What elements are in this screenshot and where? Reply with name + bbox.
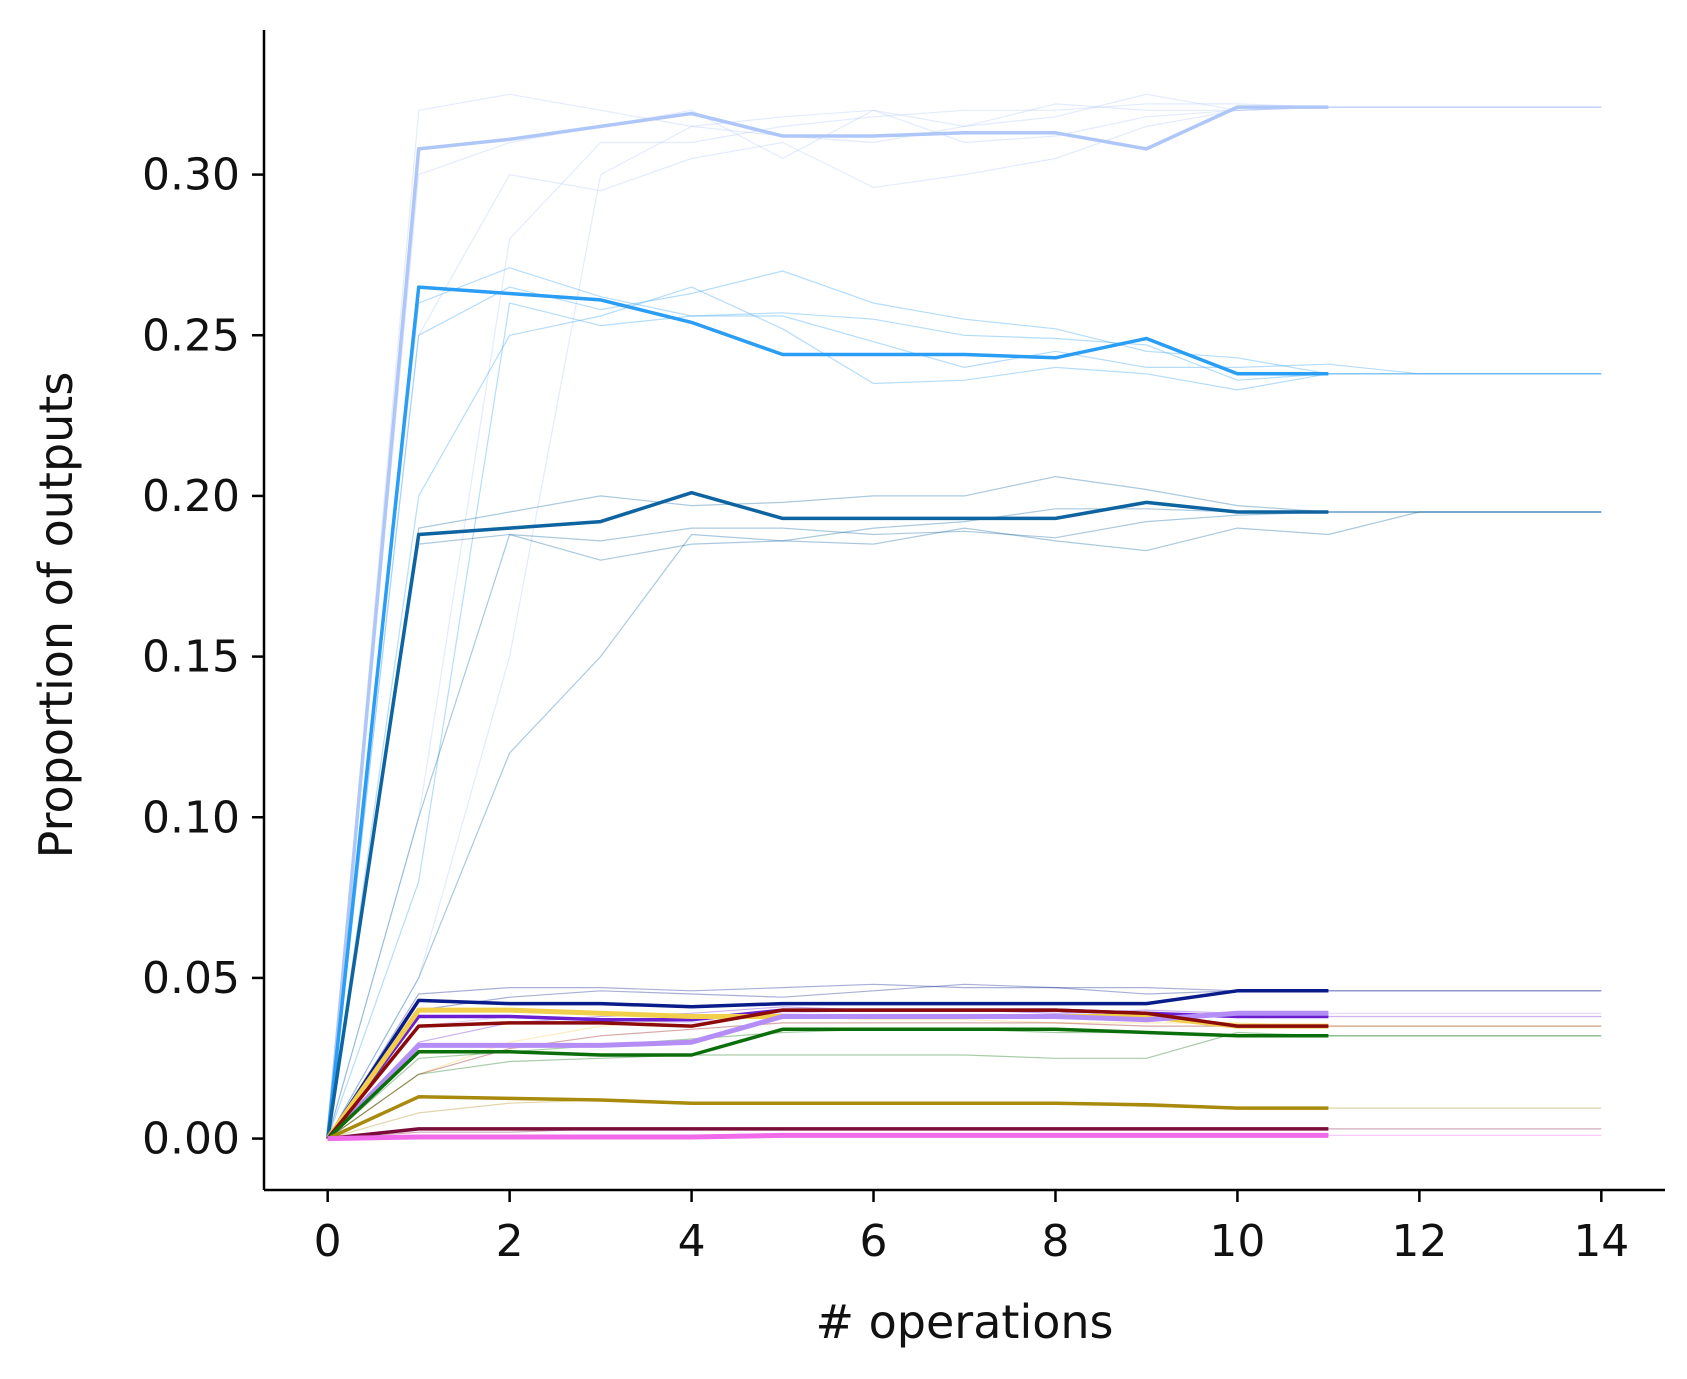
x-ticks: 0 2 4 6 8 10 12 14 bbox=[314, 1190, 1629, 1267]
series-line bbox=[325, 490, 1329, 1139]
series-line bbox=[326, 989, 1329, 1140]
x-tick-label: 8 bbox=[1041, 1216, 1069, 1267]
y-tick-label: 0.20 bbox=[142, 471, 240, 522]
faint-series-line bbox=[327, 1015, 1602, 1140]
faint-series-line bbox=[327, 93, 1602, 1139]
series-line bbox=[327, 1127, 1329, 1141]
faint-series-line bbox=[327, 983, 1602, 1139]
series-line bbox=[326, 1095, 1329, 1141]
y-tick-label: 0.15 bbox=[142, 632, 240, 683]
faint-series-line bbox=[327, 103, 1602, 1139]
faint-series-line bbox=[327, 511, 1602, 1139]
y-tick-label: 0.00 bbox=[142, 1114, 240, 1165]
y-axis-title: Proportion of outputs bbox=[29, 372, 83, 859]
x-tick-label: 4 bbox=[678, 1216, 706, 1267]
faint-series-line bbox=[327, 511, 1602, 1139]
faint-series-line bbox=[327, 106, 1602, 1139]
faint-series-line bbox=[327, 476, 1602, 1139]
series-line bbox=[325, 285, 1329, 1139]
x-axis-title: # operations bbox=[816, 1295, 1114, 1349]
series-line bbox=[325, 105, 1329, 1139]
x-tick-label: 10 bbox=[1209, 1216, 1265, 1267]
series-line bbox=[326, 1027, 1329, 1140]
axes-layer bbox=[262, 30, 1665, 1192]
y-tick-label: 0.05 bbox=[142, 953, 240, 1004]
faint-series-line bbox=[327, 93, 1602, 1139]
x-tick-label: 6 bbox=[860, 1216, 888, 1267]
series-line bbox=[326, 1008, 1329, 1140]
y-ticks: 0.00 0.05 0.10 0.15 0.20 0.25 0.30 bbox=[142, 150, 264, 1165]
x-tick-label: 0 bbox=[314, 1216, 342, 1267]
faint-series-line bbox=[327, 1099, 1602, 1140]
series-line bbox=[327, 1132, 1329, 1142]
x-tick-label: 2 bbox=[496, 1216, 524, 1267]
y-tick-label: 0.25 bbox=[142, 310, 240, 361]
x-tick-label: 12 bbox=[1391, 1216, 1447, 1267]
faint-series-line bbox=[327, 103, 1602, 1139]
faint-series-line bbox=[327, 508, 1602, 1139]
faint-series-line bbox=[327, 286, 1602, 1139]
faint-series-line bbox=[327, 983, 1602, 1139]
faint-series-line bbox=[327, 1031, 1602, 1140]
x-tick-label: 14 bbox=[1573, 1216, 1629, 1267]
faint-series-line bbox=[327, 267, 1602, 1139]
faint-series-line bbox=[327, 302, 1602, 1139]
y-tick-label: 0.30 bbox=[142, 150, 240, 201]
main-series-layer bbox=[325, 105, 1329, 1142]
y-tick-label: 0.10 bbox=[142, 792, 240, 843]
faint-series-layer bbox=[327, 93, 1602, 1140]
series-line bbox=[325, 1010, 1329, 1141]
